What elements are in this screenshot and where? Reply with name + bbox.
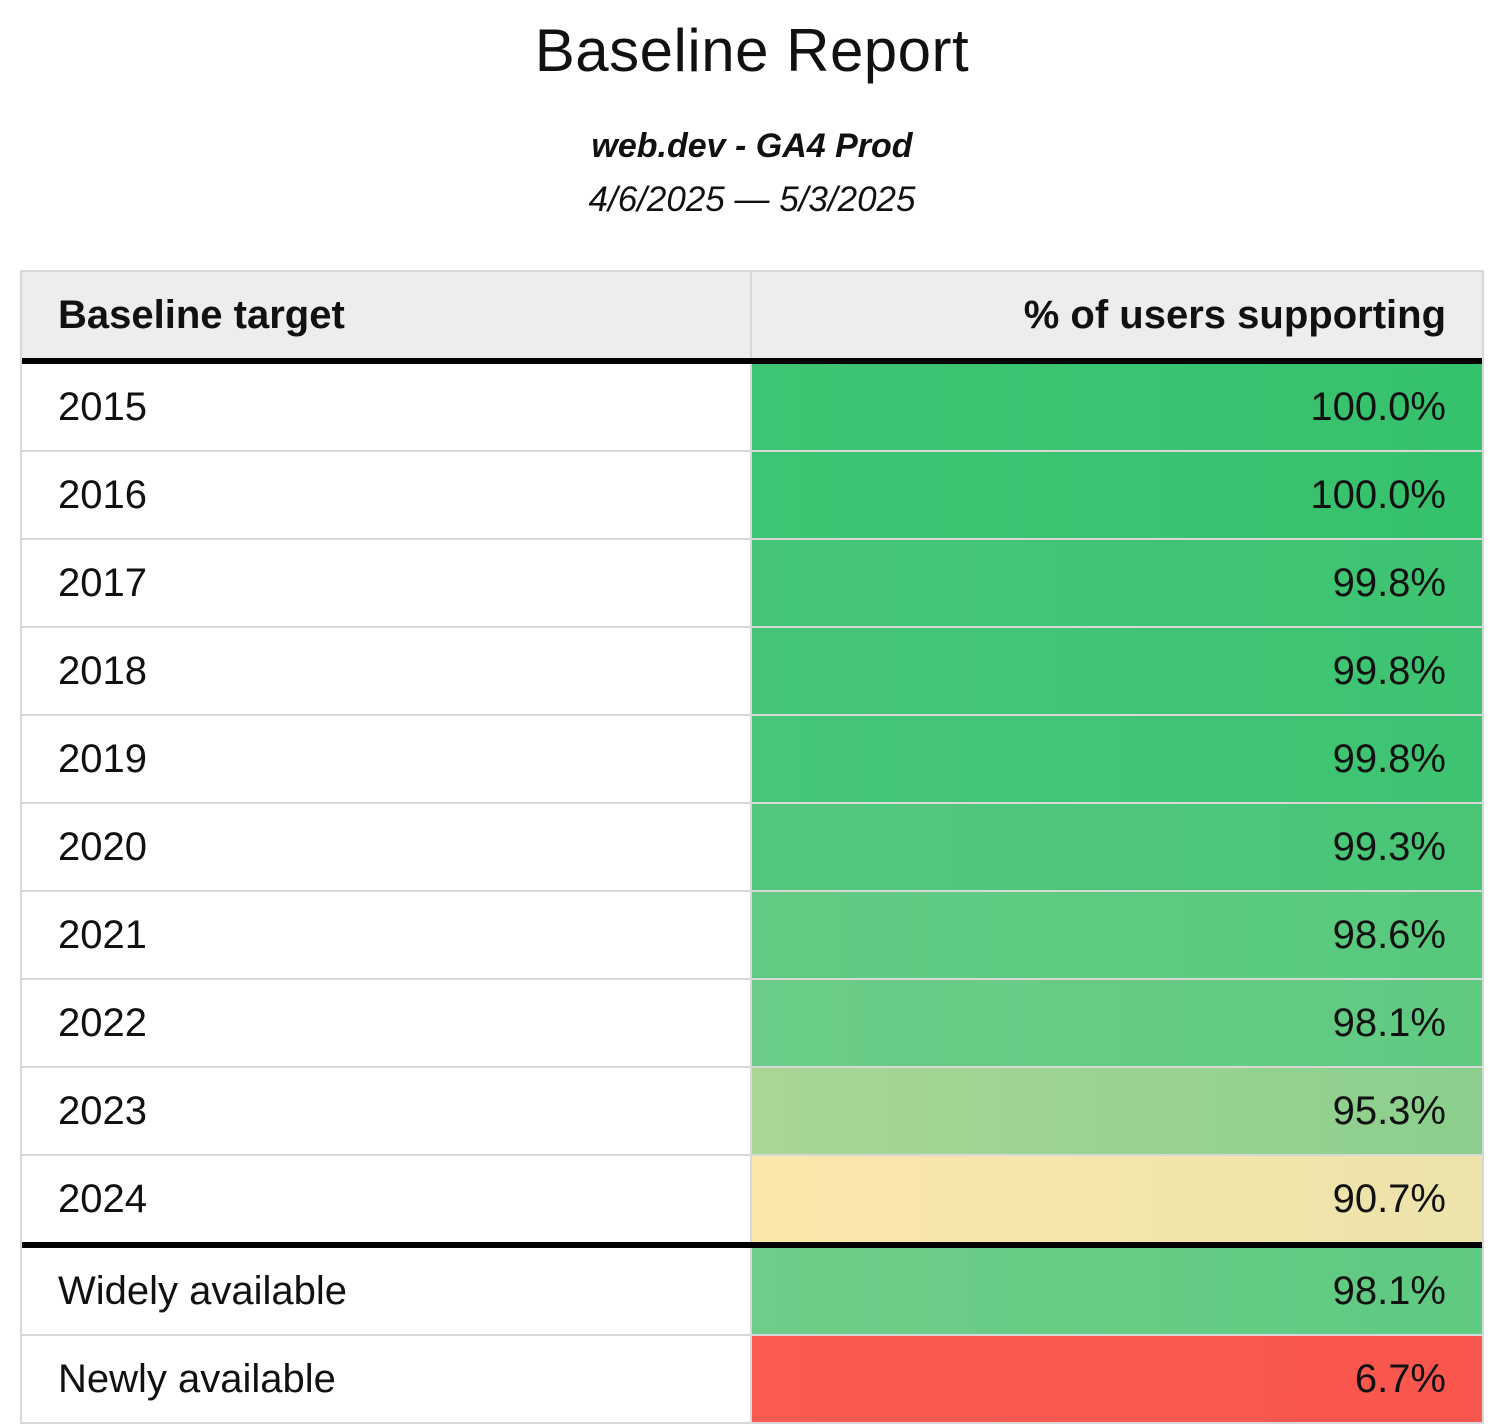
baseline-table: Baseline target % of users supporting 20… (20, 270, 1484, 1424)
percent-cell: 98.6% (752, 892, 1482, 978)
table-row: Widely available 98.1% (22, 1242, 1482, 1336)
percent-cell: 6.7% (752, 1336, 1482, 1422)
column-header-percent-supporting: % of users supporting (752, 272, 1482, 358)
table-row: 2018 99.8% (22, 628, 1482, 716)
report-date-range: 4/6/2025 — 5/3/2025 (588, 180, 916, 219)
baseline-target-cell: Widely available (22, 1248, 752, 1334)
table-row: 2024 90.7% (22, 1156, 1482, 1242)
baseline-target-cell: 2017 (22, 540, 752, 626)
baseline-target-cell: 2022 (22, 980, 752, 1066)
percent-cell: 99.8% (752, 628, 1482, 714)
baseline-target-cell: 2015 (22, 364, 752, 450)
percent-cell: 100.0% (752, 364, 1482, 450)
report-property: web.dev - GA4 Prod (591, 127, 913, 165)
table-row: 2017 99.8% (22, 540, 1482, 628)
table-row: 2015 100.0% (22, 364, 1482, 452)
baseline-target-cell: 2023 (22, 1068, 752, 1154)
percent-cell: 100.0% (752, 452, 1482, 538)
percent-cell: 99.8% (752, 716, 1482, 802)
baseline-target-cell: 2020 (22, 804, 752, 890)
table-row: 2022 98.1% (22, 980, 1482, 1068)
column-header-baseline-target: Baseline target (22, 272, 752, 358)
table-row: 2023 95.3% (22, 1068, 1482, 1156)
table-row: 2020 99.3% (22, 804, 1482, 892)
baseline-target-cell: 2024 (22, 1156, 752, 1242)
percent-cell: 99.3% (752, 804, 1482, 890)
baseline-target-cell: 2018 (22, 628, 752, 714)
percent-cell: 99.8% (752, 540, 1482, 626)
baseline-target-cell: 2019 (22, 716, 752, 802)
table-row: 2021 98.6% (22, 892, 1482, 980)
baseline-target-cell: Newly available (22, 1336, 752, 1422)
table-row: 2016 100.0% (22, 452, 1482, 540)
table-row: 2019 99.8% (22, 716, 1482, 804)
table-row: Newly available 6.7% (22, 1336, 1482, 1422)
percent-cell: 98.1% (752, 980, 1482, 1066)
percent-cell: 98.1% (752, 1248, 1482, 1334)
page-title: Baseline Report (534, 17, 970, 84)
baseline-target-cell: 2021 (22, 892, 752, 978)
percent-cell: 90.7% (752, 1156, 1482, 1242)
baseline-target-cell: 2016 (22, 452, 752, 538)
percent-cell: 95.3% (752, 1068, 1482, 1154)
table-header-row: Baseline target % of users supporting (22, 272, 1482, 364)
